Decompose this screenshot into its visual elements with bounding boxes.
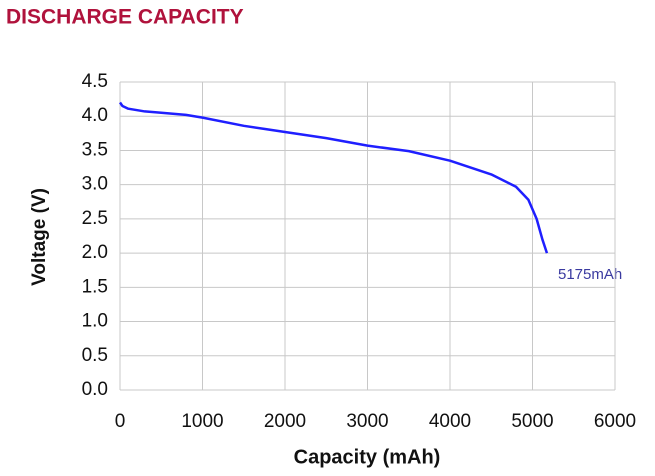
x-tick-label: 4000	[429, 411, 471, 432]
y-tick-label: 1.5	[82, 276, 108, 297]
x-tick-label: 6000	[594, 411, 636, 432]
y-tick-label: 1.0	[82, 311, 108, 332]
y-tick-label: 2.0	[82, 242, 108, 263]
y-tick-label: 0.0	[82, 379, 108, 400]
y-tick-label: 3.5	[82, 139, 108, 160]
data-line	[118, 101, 549, 254]
y-axis-title: Voltage (V)	[29, 188, 50, 286]
x-tick-label: 5000	[511, 411, 553, 432]
x-tick-label: 0	[115, 411, 126, 432]
y-tick-label: 2.5	[82, 208, 108, 229]
y-tick-label: 0.5	[82, 345, 108, 366]
y-tick-label: 4.5	[82, 71, 108, 92]
x-tick-label: 1000	[181, 411, 223, 432]
annotation: 5175mAh	[558, 266, 622, 283]
x-tick-label: 2000	[264, 411, 306, 432]
x-tick-label: 3000	[346, 411, 388, 432]
x-axis-title: Capacity (mAh)	[294, 446, 441, 468]
y-tick-label: 3.0	[82, 174, 108, 195]
y-tick-label: 4.0	[82, 105, 108, 126]
chart-title: DISCHARGE CAPACITY	[6, 6, 244, 29]
